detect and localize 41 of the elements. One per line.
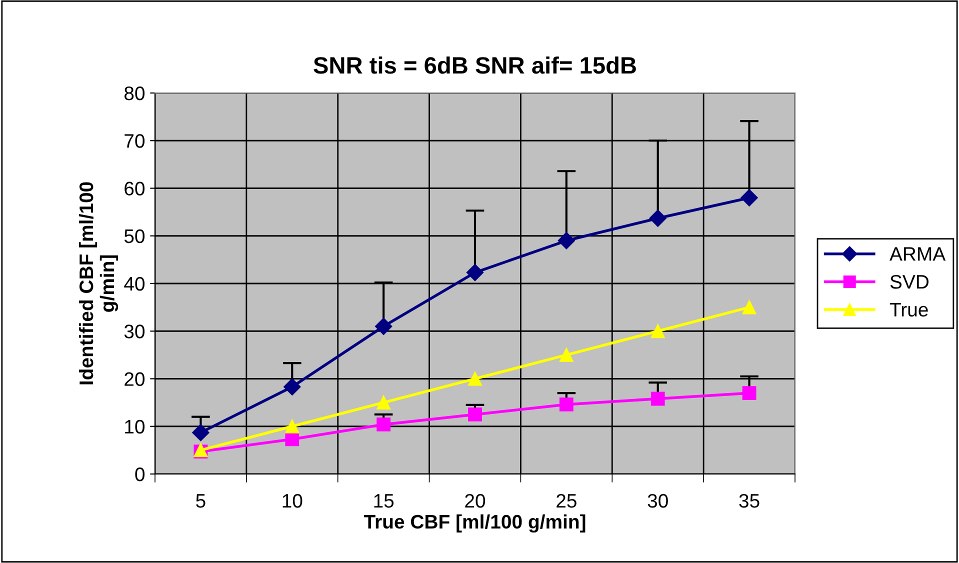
x-tick-label: 25 [556,494,576,508]
legend-label: ARMA [890,247,946,261]
point [375,318,392,335]
x-tick-label: 30 [648,494,668,508]
y-tick-label: 40 [124,276,145,291]
chart-title: SNR tis = 6dB SNR aif= 15dB [314,56,636,74]
x-tick-label: 15 [374,494,394,508]
point [740,189,758,206]
y-tick-label: 0 [135,467,145,482]
point [559,398,574,412]
point [650,324,665,338]
point [468,372,482,386]
point [284,378,301,396]
y-tick-label: 50 [124,229,145,244]
point [468,408,482,422]
point [742,386,756,400]
y-tick-label: 80 [124,86,145,100]
y-tick-label: 20 [124,372,145,386]
point [285,419,300,434]
y-tick-label: 10 [125,420,145,434]
x-tick-label: 20 [465,494,486,508]
x-axis-title: True CBF [ml/100 g/min] [364,514,586,533]
x-tick-label: 35 [739,494,760,508]
point [650,392,665,406]
y-tick-label: 30 [124,324,145,338]
y-tick-label: 70 [124,134,145,148]
point [192,424,210,442]
legend-label: True [890,303,928,317]
point [742,300,756,314]
legend-label: SVD [890,274,929,289]
x-tick-label: 10 [282,494,302,508]
point [376,396,391,410]
point [559,348,574,362]
point [376,418,391,432]
point [466,264,484,282]
point [285,432,300,446]
y-axis-title: Identified CBF [ml/100 g/min] [78,182,118,384]
point [558,232,575,250]
point [649,210,666,227]
x-tick-label: 5 [196,494,206,508]
y-tick-label: 60 [124,182,145,196]
